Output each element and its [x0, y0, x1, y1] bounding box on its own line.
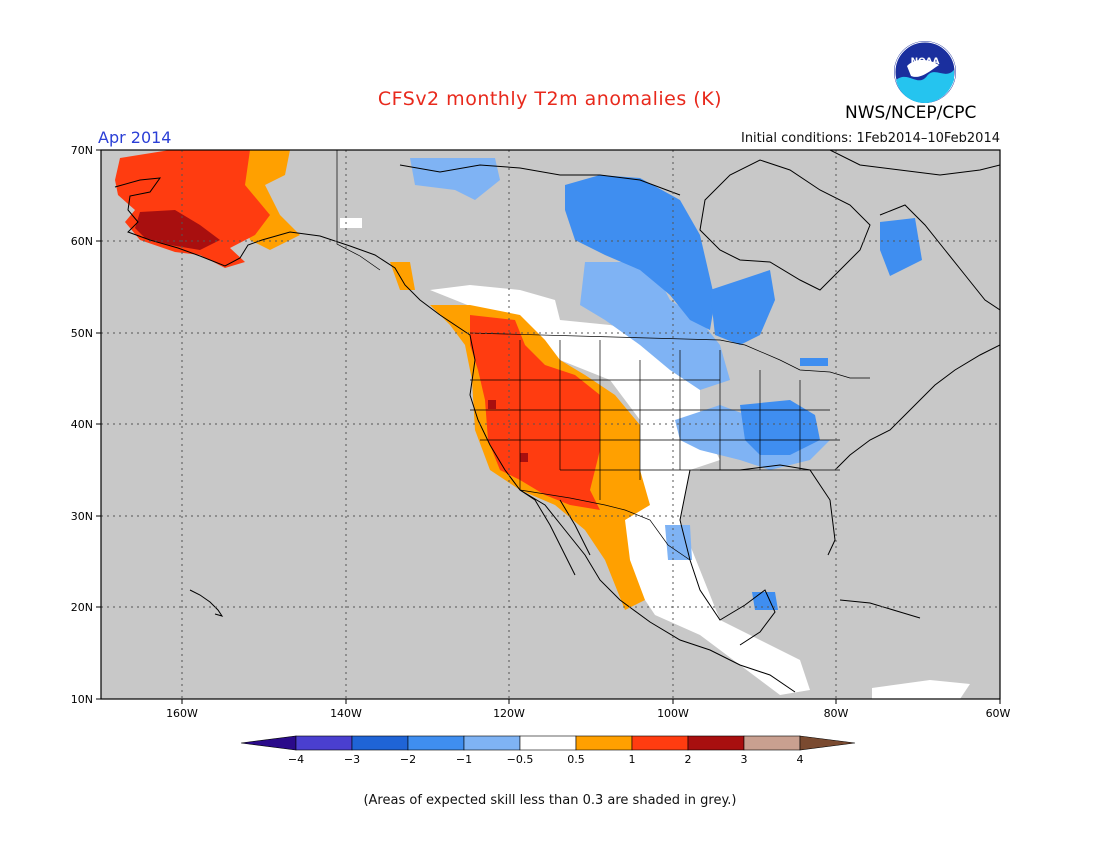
color-bar-segment	[463, 735, 521, 751]
organization-label: NWS/NCEP/CPC	[845, 103, 977, 123]
color-bar-label: 0.5	[567, 753, 585, 766]
color-bar-segment	[799, 735, 856, 751]
warm-region-darkred-alaska	[135, 210, 220, 250]
border-us-canada	[469, 332, 870, 379]
cool-region-lightblue-prairie	[580, 262, 730, 390]
lon-labels: 160W 140W 120W 100W 80W 60W	[166, 707, 1010, 720]
political-borders	[336, 150, 870, 561]
lat-label: 70N	[71, 144, 93, 157]
coastline-arctic	[399, 150, 1000, 196]
warm-region-orange-coast	[390, 262, 415, 290]
color-bar-label: 2	[685, 753, 692, 766]
color-bar	[240, 735, 856, 751]
warm-region-red-west	[470, 315, 600, 510]
color-bar-segment	[240, 735, 297, 751]
color-bar-labels: −4 −3 −2 −1 −0.5 0.5 1 2 3 4	[288, 753, 804, 766]
lon-label: 140W	[330, 707, 362, 720]
color-bar-label: −3	[344, 753, 360, 766]
coastline-alaska	[114, 177, 441, 316]
skill-note: (Areas of expected skill less than 0.3 a…	[363, 793, 737, 808]
coastline-labrador	[879, 204, 1000, 311]
lat-label: 30N	[71, 510, 93, 523]
cool-region-blue-labrador	[880, 218, 922, 276]
near-normal-region-north	[340, 218, 362, 228]
warm-cell-darkred-2	[520, 453, 528, 462]
lat-label: 10N	[71, 693, 93, 706]
color-bar-segment	[687, 735, 745, 751]
warm-cell-darkred-1	[488, 400, 496, 409]
color-bar-label: 1	[629, 753, 636, 766]
noaa-logo: NOAA	[894, 41, 956, 103]
near-normal-region-west	[430, 285, 810, 695]
chart-title: CFSv2 monthly T2m anomalies (K)	[377, 88, 723, 110]
border-states	[470, 340, 840, 500]
cool-region-blue-texas	[665, 525, 692, 560]
color-bar-segment	[519, 735, 577, 751]
color-bar-segment	[407, 735, 465, 751]
color-bar-segment	[743, 735, 801, 751]
lat-label: 50N	[71, 327, 93, 340]
logo-text: NOAA	[911, 57, 940, 67]
coastline-baja	[519, 489, 591, 576]
coastline-hawaii	[189, 589, 224, 617]
coastlines	[114, 150, 1000, 693]
forecast-month: Apr 2014	[98, 128, 172, 147]
color-bar-label: −0.5	[507, 753, 534, 766]
anomaly-field	[114, 150, 1000, 699]
lat-label: 40N	[71, 418, 93, 431]
lon-label: 80W	[824, 707, 849, 720]
cool-region-blue-ontario	[710, 270, 775, 345]
initial-conditions: Initial conditions: 1Feb2014–10Feb2014	[740, 131, 1000, 146]
border-us-mexico	[519, 489, 691, 561]
cool-region-blue-lake	[800, 358, 828, 366]
near-normal-region-carib	[872, 680, 970, 699]
cool-region-lightblue-canada	[410, 158, 500, 200]
lon-label: 120W	[493, 707, 525, 720]
color-bar-label: 4	[797, 753, 804, 766]
axis-ticks	[96, 149, 1001, 704]
lat-label: 20N	[71, 601, 93, 614]
lat-labels: 70N 60N 50N 40N 30N 20N 10N	[71, 144, 93, 706]
color-bar-label: −2	[400, 753, 416, 766]
lon-label: 60W	[986, 707, 1011, 720]
coastline-hudson	[699, 159, 871, 291]
color-bar-label: −1	[456, 753, 472, 766]
color-bar-segment	[351, 735, 409, 751]
graticule	[101, 150, 1000, 699]
coastline-cuba	[839, 599, 921, 619]
color-bar-label: −4	[288, 753, 304, 766]
lat-label: 60N	[71, 235, 93, 248]
border-alaska-canada	[336, 150, 381, 271]
coastline-east	[834, 344, 1000, 471]
cool-region-blue-north	[565, 175, 715, 330]
lon-label: 160W	[166, 707, 198, 720]
color-bar-segment	[295, 735, 353, 751]
color-bar-segment	[631, 735, 689, 751]
lon-label: 100W	[657, 707, 689, 720]
color-bar-label: 3	[741, 753, 748, 766]
coastline-westcoast	[439, 314, 796, 693]
color-bar-segment	[575, 735, 633, 751]
